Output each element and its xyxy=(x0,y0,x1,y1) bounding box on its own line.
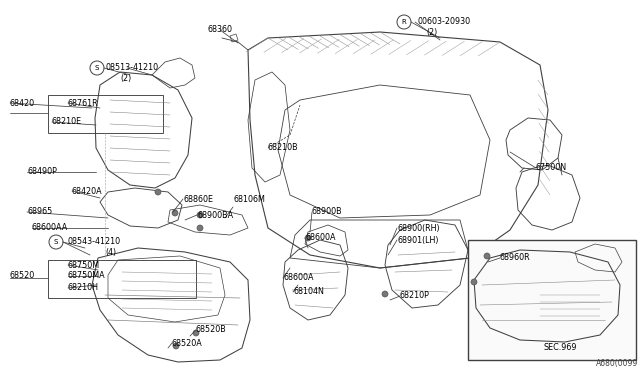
Bar xyxy=(468,240,636,360)
Text: SEC.969: SEC.969 xyxy=(543,343,577,353)
Text: 08513-41210: 08513-41210 xyxy=(105,62,158,71)
Text: 68600A: 68600A xyxy=(305,234,335,243)
Circle shape xyxy=(382,291,388,297)
Text: 68420: 68420 xyxy=(10,99,35,108)
Circle shape xyxy=(193,330,199,336)
Text: 68210E: 68210E xyxy=(52,118,82,126)
Bar xyxy=(48,260,196,298)
Text: 68900BA: 68900BA xyxy=(197,211,233,219)
Text: (2): (2) xyxy=(426,29,437,38)
Text: 68520: 68520 xyxy=(10,272,35,280)
Circle shape xyxy=(484,253,490,259)
Text: 68210H: 68210H xyxy=(68,283,99,292)
Text: 68901(LH): 68901(LH) xyxy=(397,235,438,244)
Text: 68210B: 68210B xyxy=(268,144,299,153)
Text: (4): (4) xyxy=(105,248,116,257)
Text: 68106M: 68106M xyxy=(233,195,265,203)
Text: 68761R: 68761R xyxy=(68,99,99,108)
Circle shape xyxy=(305,235,311,241)
Bar xyxy=(48,95,163,133)
Text: 68520A: 68520A xyxy=(172,339,203,347)
Text: 68520B: 68520B xyxy=(196,326,227,334)
Circle shape xyxy=(197,225,203,231)
Circle shape xyxy=(155,189,161,195)
Text: 68960R: 68960R xyxy=(500,253,531,263)
Text: 68965: 68965 xyxy=(27,208,52,217)
Text: 68104N: 68104N xyxy=(293,288,324,296)
Text: 68420A: 68420A xyxy=(72,186,102,196)
Text: 68900B: 68900B xyxy=(312,208,342,217)
Text: S: S xyxy=(54,239,58,245)
Text: 68750M: 68750M xyxy=(68,260,100,269)
Circle shape xyxy=(172,210,178,216)
Text: 68210P: 68210P xyxy=(400,292,430,301)
Text: 68600AA: 68600AA xyxy=(32,224,68,232)
Text: A680(0099: A680(0099 xyxy=(596,359,638,368)
Text: 08543-41210: 08543-41210 xyxy=(68,237,121,247)
Text: 67500N: 67500N xyxy=(536,164,567,173)
Text: R: R xyxy=(402,19,406,25)
Text: S: S xyxy=(95,65,99,71)
Circle shape xyxy=(197,212,203,218)
Text: 68600A: 68600A xyxy=(283,273,314,282)
Text: (2): (2) xyxy=(120,74,131,83)
Text: 68900(RH): 68900(RH) xyxy=(397,224,440,232)
Text: 68490P: 68490P xyxy=(27,167,57,176)
Circle shape xyxy=(471,279,477,285)
Text: 00603-20930: 00603-20930 xyxy=(418,17,471,26)
Text: 68860E: 68860E xyxy=(183,195,213,203)
Text: 68360: 68360 xyxy=(207,26,232,35)
Text: 68750MA: 68750MA xyxy=(68,272,106,280)
Circle shape xyxy=(173,343,179,349)
